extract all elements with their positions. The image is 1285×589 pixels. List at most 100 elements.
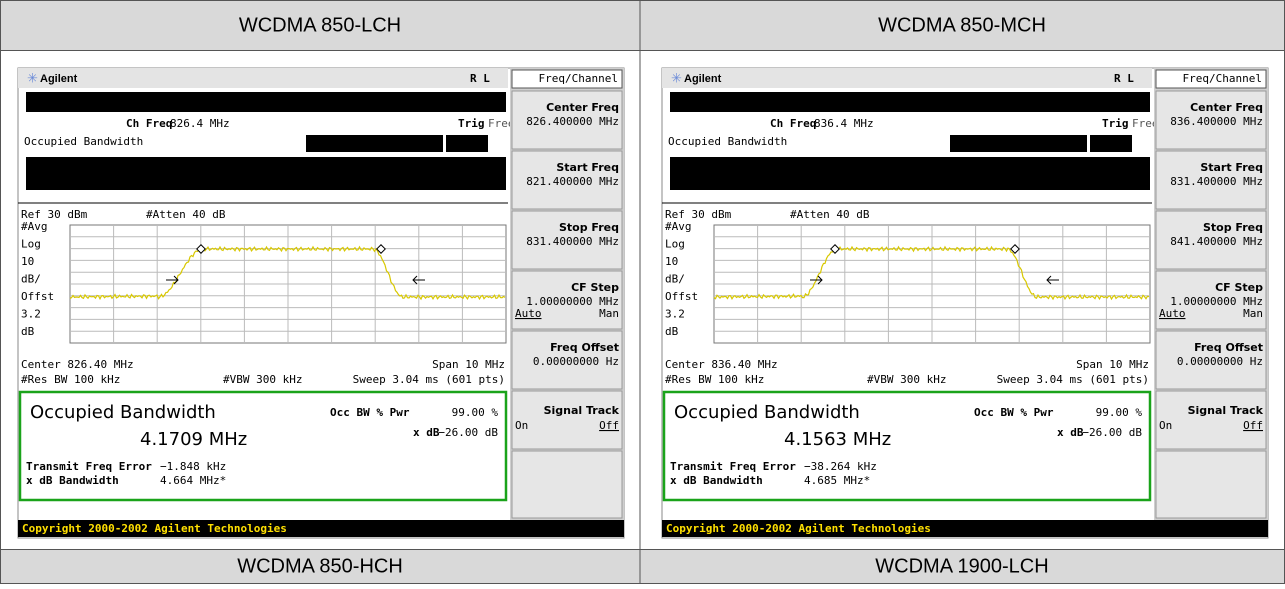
softkey-label: Center Freq [546, 101, 619, 114]
softkey-option: Off [1243, 419, 1263, 432]
status: R L [1114, 72, 1134, 85]
softkey-option: Auto [515, 307, 542, 320]
softkey-option: Man [1243, 307, 1263, 320]
trace [713, 245, 1150, 301]
screen-text: Center 836.40 MHz [665, 358, 778, 371]
softkey[interactable] [511, 330, 623, 390]
softkey-label: Stop Freq [559, 221, 619, 234]
title-bar [18, 68, 508, 88]
softkey[interactable] [1155, 210, 1267, 270]
scale-label: #Avg [21, 220, 48, 233]
black-bar [26, 157, 506, 190]
marker [1010, 244, 1020, 254]
screen-text: Trig [1102, 117, 1129, 130]
softkey[interactable] [511, 390, 623, 450]
softkey[interactable] [1155, 90, 1267, 150]
arrow [412, 275, 425, 285]
title-bar [662, 68, 1152, 88]
scale-label: Log [665, 238, 685, 251]
marker [196, 244, 206, 254]
footer-cell: WCDMA 850-HCH [237, 555, 403, 577]
screen-text: Ref 30 dBm [665, 208, 732, 221]
brand: Agilent [40, 73, 78, 85]
softkey-value: 0.00000000 Hz [1177, 355, 1263, 368]
status: R L [470, 72, 490, 85]
screen-text: 4.664 MHz* [160, 474, 226, 487]
screen-text: −1.848 kHz [160, 460, 226, 473]
logo-icon: ✳ [27, 70, 38, 85]
softkey[interactable] [1155, 390, 1267, 450]
softkey[interactable] [1155, 330, 1267, 390]
softkey[interactable] [1155, 270, 1267, 330]
softkey-label: Signal Track [1188, 404, 1264, 417]
black-bar [26, 92, 506, 112]
softkey-value: 831.400000 MHz [1170, 175, 1263, 188]
screen-text: x dB [413, 426, 440, 439]
copyright: Copyright 2000-2002 Agilent Technologies [22, 522, 287, 535]
screen-text: Transmit Freq Error [670, 460, 796, 473]
softkey[interactable] [511, 270, 623, 330]
arrow [166, 275, 179, 285]
screen-text: 99.00 % [452, 406, 499, 419]
softkey-option: On [515, 419, 528, 432]
screen-text: 4.685 MHz* [804, 474, 870, 487]
screen-text: Span 10 MHz [432, 358, 505, 371]
marker [830, 244, 840, 254]
screen-text: −26.00 dB [438, 426, 498, 439]
softkey-option: Off [599, 419, 619, 432]
result-title: Occupied Bandwidth [674, 402, 860, 423]
header-row [0, 0, 1285, 51]
screen-text: Occ BW % Pwr [330, 406, 410, 419]
footer-row [0, 549, 1285, 584]
screen-text: Occ BW % Pwr [974, 406, 1054, 419]
screen-text: Occupied Bandwidth [668, 135, 787, 148]
footer-cell: WCDMA 1900-LCH [875, 555, 1048, 577]
marker [376, 244, 386, 254]
screen-text: Free [1132, 117, 1159, 130]
softkey-value: 831.400000 MHz [526, 235, 619, 248]
scale-label: 10 [665, 255, 678, 268]
result-value: 4.1563 MHz [784, 429, 891, 450]
softkey[interactable] [511, 450, 623, 519]
result-box [662, 390, 1152, 502]
softkey[interactable] [511, 210, 623, 270]
screen-text: Center 826.40 MHz [21, 358, 134, 371]
result-title: Occupied Bandwidth [30, 402, 216, 423]
brand: Agilent [684, 73, 722, 85]
screen-text: x dB Bandwidth [670, 474, 763, 487]
softkey-value: 841.400000 MHz [1170, 235, 1263, 248]
softkey-option: Man [599, 307, 619, 320]
menu-title: Freq/Channel [539, 72, 618, 85]
softkey-option: Auto [1159, 307, 1186, 320]
screen-text: Sweep 3.04 ms (601 pts) [353, 373, 505, 386]
screen-text: −38.264 kHz [804, 460, 877, 473]
black-box [446, 135, 488, 152]
black-box [1090, 135, 1132, 152]
screen-text: −26.00 dB [1082, 426, 1142, 439]
menu-title-box [1155, 69, 1267, 89]
scale-label: dB/ [665, 273, 685, 286]
header-cell: WCDMA 850-MCH [878, 14, 1046, 36]
arrow [810, 275, 823, 285]
softkey[interactable] [511, 150, 623, 210]
screen-text: Ref 30 dBm [21, 208, 88, 221]
softkey-label: CF Step [571, 281, 619, 294]
softkey-label: Freq Offset [550, 341, 619, 354]
black-bar [670, 157, 1150, 190]
menu-title-box [511, 69, 623, 89]
softkey-label: Start Freq [556, 161, 619, 174]
softkey-value: 826.400000 MHz [526, 115, 619, 128]
softkey-value: 0.00000000 Hz [533, 355, 619, 368]
softkey[interactable] [1155, 450, 1267, 519]
softkey[interactable] [511, 90, 623, 150]
softkey-option: On [1159, 419, 1172, 432]
screen-text: Transmit Freq Error [26, 460, 152, 473]
softkey[interactable] [1155, 150, 1267, 210]
softkey-label: Start Freq [1200, 161, 1263, 174]
copyright: Copyright 2000-2002 Agilent Technologies [666, 522, 931, 535]
softkey-label: CF Step [1215, 281, 1263, 294]
softkey-value: 836.400000 MHz [1170, 115, 1263, 128]
